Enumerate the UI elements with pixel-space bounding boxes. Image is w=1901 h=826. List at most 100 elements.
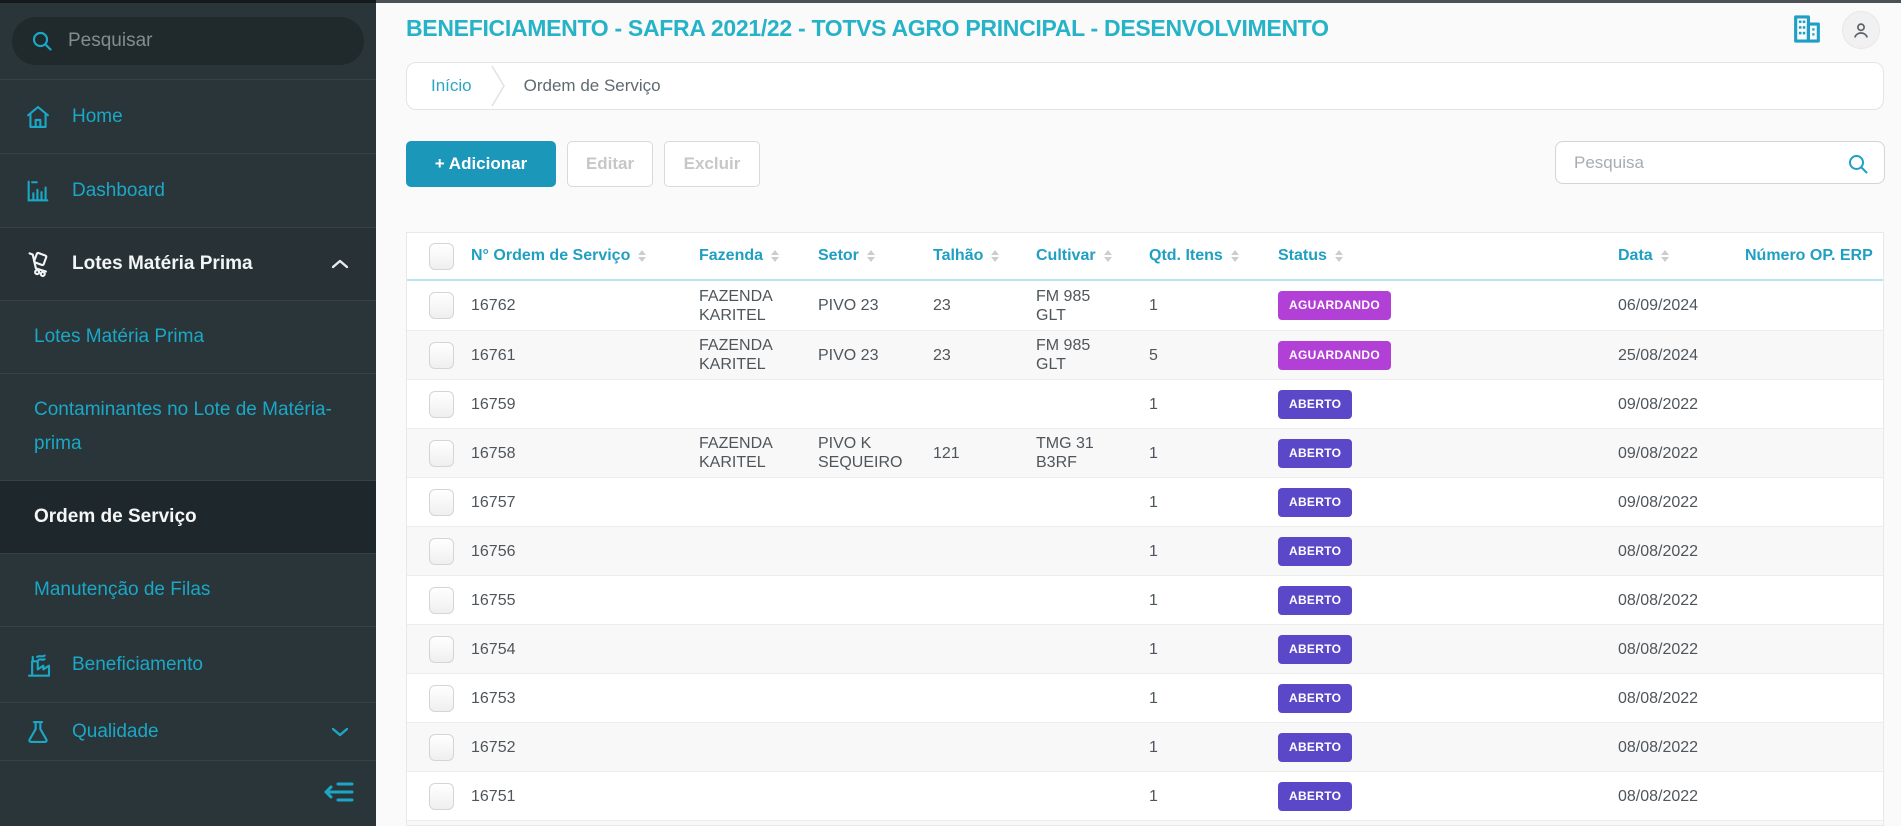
cell-numero-op-erp xyxy=(1745,478,1883,526)
row-checkbox-cell xyxy=(429,576,469,624)
sidebar-item-qualidade[interactable]: Qualidade xyxy=(0,702,376,760)
cell-data: 08/08/2022 xyxy=(1618,591,1699,609)
table-row[interactable]: 16758 FAZENDA KARITEL PIVO K SEQUEIRO 12… xyxy=(407,428,1883,477)
cell-cultivar xyxy=(1036,772,1108,820)
sidebar-footer xyxy=(0,760,376,826)
cell-setor xyxy=(818,625,918,673)
cell-qtd-itens: 1 xyxy=(1149,395,1158,413)
row-checkbox[interactable] xyxy=(429,782,454,810)
sidebar-item-lotes-materia-prima-sub[interactable]: Lotes Matéria Prima xyxy=(0,300,376,373)
cell-setor: PIVO 23 xyxy=(818,346,879,364)
sidebar-search-input[interactable]: Pesquisar xyxy=(12,17,364,65)
cell-cultivar: FM 985 GLT xyxy=(1036,337,1091,373)
row-checkbox[interactable] xyxy=(429,586,454,614)
edit-button[interactable]: Editar xyxy=(567,141,653,187)
cell-talhao xyxy=(933,380,1013,428)
column-header-status[interactable]: Status xyxy=(1278,233,1448,279)
delete-button[interactable]: Excluir xyxy=(664,141,760,187)
table-row[interactable]: 16753 1 ABERTO 08/08/2022 xyxy=(407,673,1883,722)
cell-fazenda xyxy=(699,380,804,428)
table-row[interactable]: 16757 1 ABERTO 09/08/2022 xyxy=(407,477,1883,526)
row-checkbox[interactable] xyxy=(429,733,454,761)
column-header-data[interactable]: Data xyxy=(1618,233,1733,279)
sidebar-item-label: Manutenção de Filas xyxy=(34,579,211,600)
buildings-icon[interactable] xyxy=(1790,12,1824,46)
cell-cultivar xyxy=(1036,527,1108,575)
status-badge: ABERTO xyxy=(1278,781,1353,811)
table-row[interactable]: 16754 1 ABERTO 08/08/2022 xyxy=(407,624,1883,673)
sidebar-item-ordem-de-servico[interactable]: Ordem de Serviço xyxy=(0,480,376,553)
sidebar-item-home[interactable]: Home xyxy=(0,79,376,153)
cell-cultivar: TMG 31 B3RF xyxy=(1036,435,1094,471)
status-badge: ABERTO xyxy=(1278,389,1353,419)
cell-talhao xyxy=(933,478,1013,526)
column-header-qtd-itens[interactable]: Qtd. Itens xyxy=(1149,233,1239,279)
cell-fazenda xyxy=(699,772,804,820)
row-checkbox[interactable] xyxy=(429,635,454,663)
row-checkbox-cell xyxy=(429,625,469,673)
sidebar-item-dashboard[interactable]: Dashboard xyxy=(0,153,376,227)
cell-status: ABERTO xyxy=(1278,380,1448,428)
cell-numero-op-erp xyxy=(1745,331,1883,379)
row-checkbox[interactable] xyxy=(429,537,454,565)
dashboard-icon xyxy=(24,177,52,205)
cell-status: ABERTO xyxy=(1278,478,1448,526)
column-header-talhao[interactable]: Talhão xyxy=(933,233,1013,279)
sidebar-item-lotes-materia-prima[interactable]: Lotes Matéria Prima xyxy=(0,227,376,300)
column-header-cultivar[interactable]: Cultivar xyxy=(1036,233,1112,279)
row-checkbox[interactable] xyxy=(429,488,454,516)
row-checkbox-cell xyxy=(429,478,469,526)
cell-setor: PIVO 23 xyxy=(818,297,879,314)
table-row[interactable]: 16751 1 ABERTO 08/08/2022 xyxy=(407,771,1883,820)
cell-qtd-itens: 1 xyxy=(1149,444,1158,462)
cell-fazenda xyxy=(699,625,804,673)
status-badge: AGUARDANDO xyxy=(1278,291,1391,320)
table-row[interactable]: 16761 FAZENDA KARITEL PIVO 23 23 FM 985 … xyxy=(407,330,1883,379)
column-header-numero-op-erp[interactable]: Número OP. ERP xyxy=(1745,247,1873,264)
table-row[interactable]: 16759 1 ABERTO 09/08/2022 xyxy=(407,379,1883,428)
table-row[interactable]: 16752 1 ABERTO 08/08/2022 xyxy=(407,722,1883,771)
table-search xyxy=(1555,141,1885,184)
column-header-ordem[interactable]: N° Ordem de Serviço xyxy=(471,233,647,279)
cell-ordem: 16761 xyxy=(471,346,516,364)
table-row[interactable]: 16756 1 ABERTO 08/08/2022 xyxy=(407,526,1883,575)
cell-setor xyxy=(818,527,918,575)
select-all-checkbox-cell xyxy=(429,233,469,279)
cell-talhao xyxy=(933,576,1013,624)
row-checkbox[interactable] xyxy=(429,390,454,418)
cell-qtd-itens: 1 xyxy=(1149,738,1158,756)
sort-icon xyxy=(638,250,647,262)
row-checkbox[interactable] xyxy=(429,292,454,319)
sidebar-item-contaminantes[interactable]: Contaminantes no Lote de Matéria-prima xyxy=(0,373,376,480)
add-button[interactable]: + Adicionar xyxy=(406,141,556,187)
sidebar-item-beneficiamento[interactable]: Beneficiamento xyxy=(0,626,376,702)
row-checkbox[interactable] xyxy=(429,439,454,467)
cell-data: 08/08/2022 xyxy=(1618,787,1699,805)
row-checkbox[interactable] xyxy=(429,684,454,712)
select-all-checkbox[interactable] xyxy=(429,242,454,270)
cell-fazenda xyxy=(699,674,804,722)
cell-numero-op-erp xyxy=(1745,281,1883,330)
cell-status: ABERTO xyxy=(1278,772,1448,820)
user-avatar[interactable] xyxy=(1842,11,1880,49)
cell-ordem: 16758 xyxy=(471,444,516,462)
row-checkbox-cell xyxy=(429,527,469,575)
cell-qtd-itens: 1 xyxy=(1149,689,1158,707)
table-row[interactable]: 16762 FAZENDA KARITEL PIVO 23 23 FM 985 … xyxy=(407,281,1883,330)
breadcrumb-home-link[interactable]: Início xyxy=(431,76,472,95)
cell-status: ABERTO xyxy=(1278,429,1448,477)
cell-status: ABERTO xyxy=(1278,674,1448,722)
cell-fazenda xyxy=(699,576,804,624)
table-search-input[interactable] xyxy=(1556,142,1884,183)
cell-cultivar: FM 985 GLT xyxy=(1036,287,1091,324)
table-row[interactable]: 16755 1 ABERTO 08/08/2022 xyxy=(407,575,1883,624)
column-header-setor[interactable]: Setor xyxy=(818,233,918,279)
sidebar-item-manutencao-de-filas[interactable]: Manutenção de Filas xyxy=(0,553,376,626)
row-checkbox[interactable] xyxy=(429,341,454,369)
cell-data: 09/08/2022 xyxy=(1618,493,1699,511)
cell-status: ABERTO xyxy=(1278,527,1448,575)
column-header-fazenda[interactable]: Fazenda xyxy=(699,233,804,279)
factory-icon xyxy=(24,650,54,680)
cell-data: 09/08/2022 xyxy=(1618,444,1699,462)
collapse-menu-icon[interactable] xyxy=(322,779,356,805)
